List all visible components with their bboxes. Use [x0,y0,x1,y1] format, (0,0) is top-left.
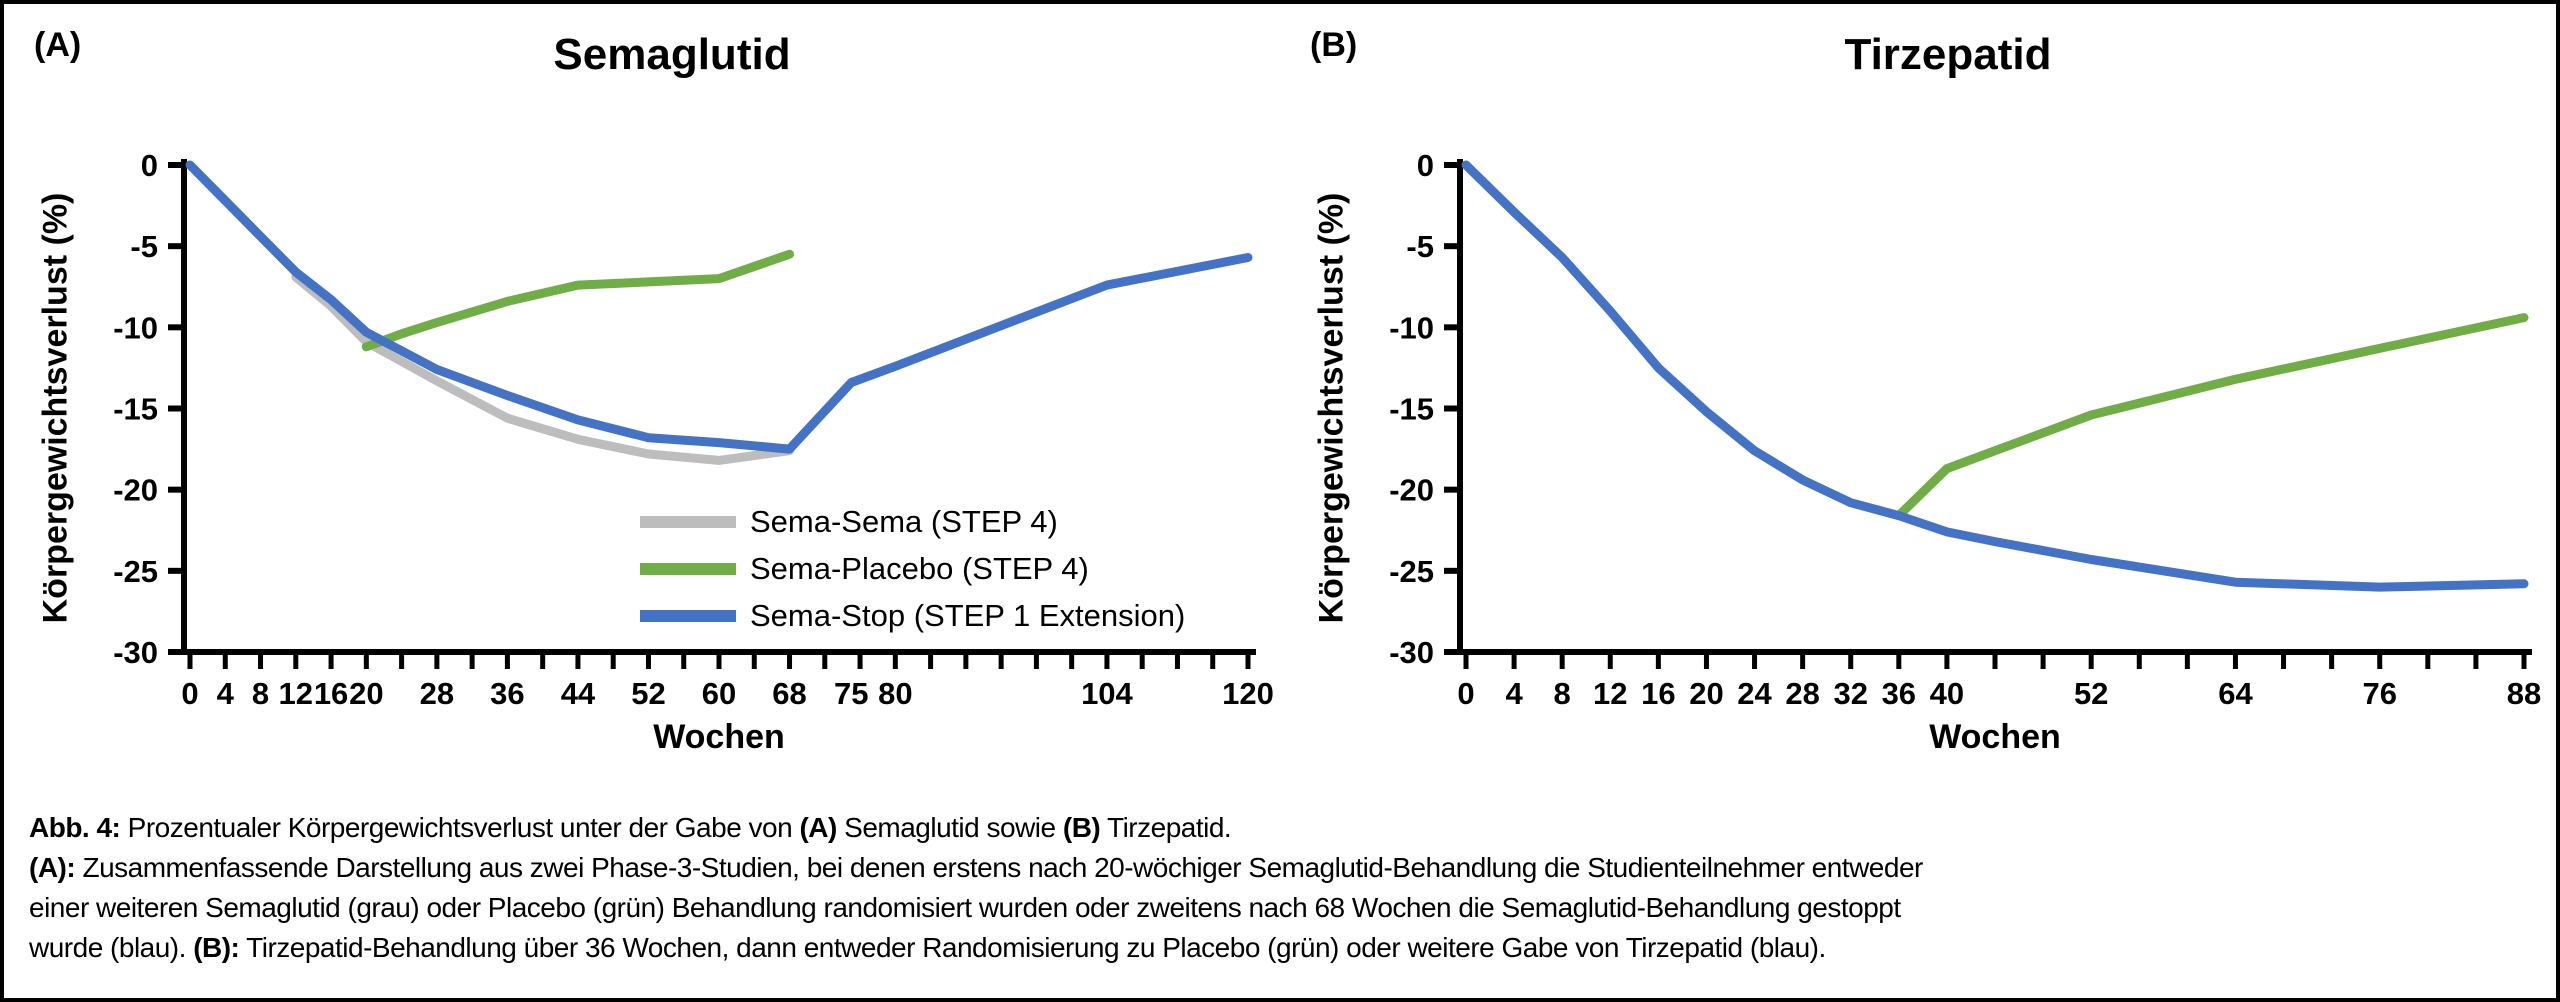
svg-text:60: 60 [702,676,736,711]
panel-b-label: (B) [1310,26,1358,64]
caption-line: Abb. 4: Prozentualer Körpergewichtsverlu… [29,812,1232,843]
svg-text:-25: -25 [1389,554,1434,589]
svg-text:52: 52 [631,676,665,711]
svg-text:20: 20 [1689,676,1723,711]
svg-text:-15: -15 [113,392,158,427]
svg-text:-20: -20 [113,473,158,508]
svg-text:64: 64 [2218,676,2253,711]
svg-text:52: 52 [2074,676,2108,711]
svg-text:16: 16 [314,676,348,711]
legend-label: Sema-Placebo (STEP 4) [750,551,1089,586]
svg-text:0: 0 [181,676,198,711]
svg-text:28: 28 [1785,676,1819,711]
svg-text:4: 4 [217,676,235,711]
legend-entry-sema-placebo: Sema-Placebo (STEP 4) [640,551,1185,587]
svg-text:-20: -20 [1389,473,1434,508]
svg-text:104: 104 [1081,676,1133,711]
svg-text:0: 0 [141,148,158,183]
svg-text:44: 44 [561,676,596,711]
panel-a-legend: Sema-Sema (STEP 4) Sema-Placebo (STEP 4)… [640,504,1185,634]
panel-tirzepatid: (B) Tirzepatid Körpergewichtsverlust (%)… [1280,4,2556,764]
panel-a-label: (A) [34,26,82,64]
tirzepatid-line-chart: 0-5-10-15-20-25-300 4 8 12 16 20 24 28 32 36 40 52 6… [1389,148,2541,711]
svg-text:12: 12 [279,676,313,711]
svg-text:-30: -30 [113,635,158,670]
caption-line: (A): Zusammenfassende Darstellung aus zw… [29,852,1923,883]
panel-b-title: Tirzepatid [1844,30,2052,79]
svg-text:68: 68 [772,676,806,711]
legend-entry-sema-stop: Sema-Stop (STEP 1 Extension) [640,598,1185,634]
svg-text:8: 8 [252,676,269,711]
svg-text:-10: -10 [1389,310,1434,345]
svg-text:0: 0 [1417,148,1434,183]
svg-text:12: 12 [1593,676,1627,711]
svg-text:76: 76 [2362,676,2396,711]
chart-panels: (A) Semaglutid Körpergewichtsverlust (%)… [4,4,2556,764]
panel-a-x-axis-title: Wochen [653,718,785,756]
svg-text:120: 120 [1222,676,1274,711]
svg-text:16: 16 [1641,676,1675,711]
panel-b-x-axis-title: Wochen [1929,718,2061,756]
svg-text:36: 36 [490,676,524,711]
legend-entry-sema-sema: Sema-Sema (STEP 4) [640,504,1185,540]
legend-label: Sema-Sema (STEP 4) [750,504,1058,539]
caption-line: wurde (blau). (B): Tirzepatid-Behandlung… [29,932,1826,963]
svg-text:-10: -10 [113,310,158,345]
svg-text:28: 28 [420,676,454,711]
svg-text:32: 32 [1833,676,1867,711]
svg-text:8: 8 [1554,676,1571,711]
semaglutid-line-chart: 0-5-10-15-20-25-300 4 8 12 16 20 28 36 44 52 60 68 7… [113,148,1274,711]
svg-text:88: 88 [2507,676,2541,711]
figure-caption: Abb. 4: Prozentualer Körpergewichtsverlu… [29,808,2536,968]
svg-text:24: 24 [1737,676,1772,711]
svg-text:80: 80 [878,676,912,711]
svg-text:-5: -5 [1406,229,1434,264]
svg-text:0: 0 [1457,676,1474,711]
sema-sema-line-swatch [640,516,736,528]
svg-text:-5: -5 [130,229,158,264]
caption-line: einer weiteren Semaglutid (grau) oder Pl… [29,892,1901,923]
sema-stop-line-swatch [640,610,736,622]
panel-semaglutid: (A) Semaglutid Körpergewichtsverlust (%)… [4,4,1280,764]
svg-text:-25: -25 [113,554,158,589]
svg-text:75: 75 [834,676,868,711]
svg-text:20: 20 [349,676,383,711]
svg-text:4: 4 [1505,676,1523,711]
panel-a-title: Semaglutid [553,30,791,79]
svg-text:40: 40 [1930,676,1964,711]
svg-text:36: 36 [1882,676,1916,711]
legend-label: Sema-Stop (STEP 1 Extension) [750,598,1186,633]
svg-text:-30: -30 [1389,635,1434,670]
svg-text:-15: -15 [1389,392,1434,427]
sema-placebo-line-swatch [640,563,736,575]
